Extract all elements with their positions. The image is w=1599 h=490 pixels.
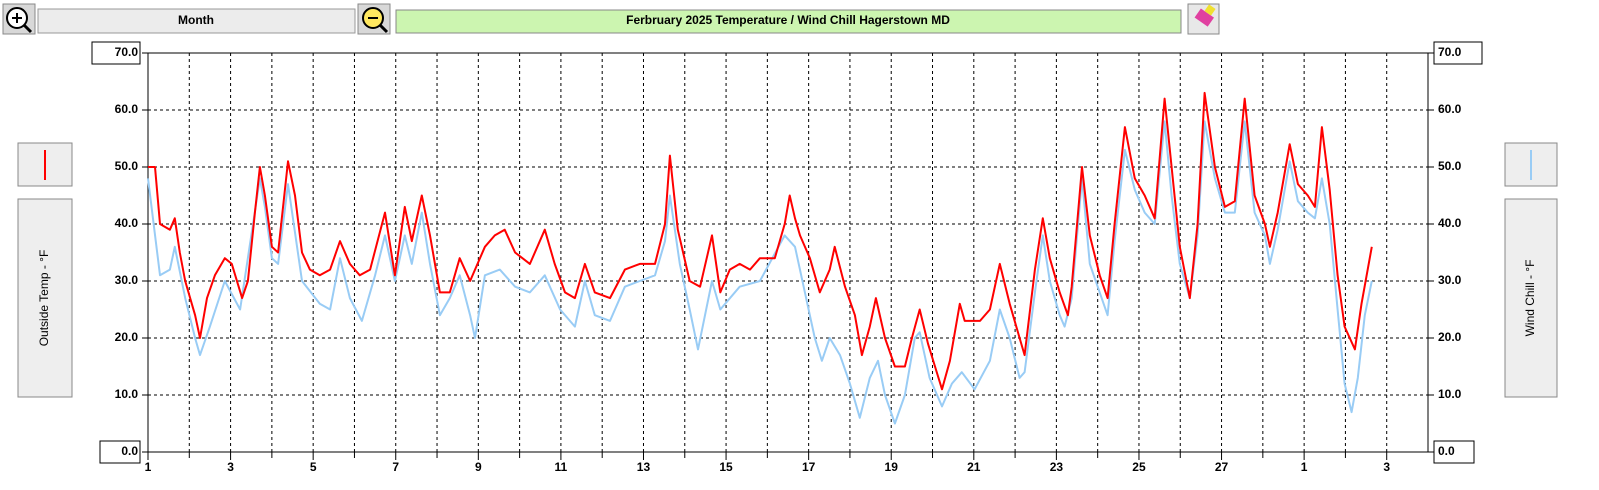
y2-tick-label: 0.0: [1438, 444, 1455, 458]
y2-tick-label: 20.0: [1438, 330, 1462, 344]
chill-axis-button[interactable]: [1504, 198, 1558, 398]
y-tick-label: 60.0: [115, 102, 139, 116]
clear-button[interactable]: [1187, 3, 1220, 35]
x-tick-label: 17: [802, 460, 816, 474]
x-tick-label: 21: [967, 460, 981, 474]
y2-tick-label: 10.0: [1438, 387, 1462, 401]
y-tick-label: 70.0: [115, 45, 139, 59]
x-tick-label: 27: [1215, 460, 1229, 474]
zoom-out-button[interactable]: [357, 3, 391, 35]
range-button[interactable]: [37, 8, 356, 34]
x-tick-label: 3: [1383, 460, 1390, 474]
y-bottom-box: [99, 440, 141, 464]
temp-series-button[interactable]: [17, 142, 73, 187]
plot-area: [148, 53, 1428, 452]
y2-tick-label: 30.0: [1438, 273, 1462, 287]
y-tick-label: 10.0: [115, 387, 139, 401]
x-tick-label: 11: [555, 460, 568, 474]
y2-tick-label: 40.0: [1438, 216, 1462, 230]
series-line: [148, 91, 1373, 391]
y2-axis-label: Wind Chill - °F: [1523, 260, 1537, 337]
temp-axis-button[interactable]: [17, 198, 73, 398]
title-bar: [395, 9, 1182, 34]
x-tick-label: 1: [145, 460, 152, 474]
chart-title: Ferbruary 2025 Temperature / Wind Chill …: [626, 13, 950, 27]
y-axis-label: Outside Temp - °F: [37, 250, 51, 347]
x-tick-label: 23: [1050, 460, 1064, 474]
x-tick-label: 7: [392, 460, 399, 474]
y-tick-label: 30.0: [115, 273, 139, 287]
x-tick-label: 19: [885, 460, 899, 474]
x-tick-label: 5: [310, 460, 317, 474]
chill-series-button[interactable]: [1504, 142, 1558, 187]
x-tick-label: 25: [1132, 460, 1146, 474]
y2-tick-label: 50.0: [1438, 159, 1462, 173]
series-line: [147, 120, 1373, 425]
x-tick-label: 3: [227, 460, 234, 474]
range-label: Month: [178, 13, 214, 27]
y2-tick-label: 60.0: [1438, 102, 1462, 116]
y2-tick-label: 70.0: [1438, 45, 1462, 59]
x-tick-label: 9: [475, 460, 482, 474]
y-top-box: [91, 41, 141, 65]
y-tick-label: 0.0: [121, 444, 138, 458]
y-tick-label: 20.0: [115, 330, 139, 344]
y-tick-label: 40.0: [115, 216, 139, 230]
plot-border: [147, 52, 1429, 453]
y-tick-label: 50.0: [115, 159, 139, 173]
x-tick-label: 1: [1301, 460, 1308, 474]
x-tick-label: 13: [637, 460, 651, 474]
x-tick-label: 15: [719, 460, 733, 474]
zoom-in-button[interactable]: [2, 3, 36, 35]
